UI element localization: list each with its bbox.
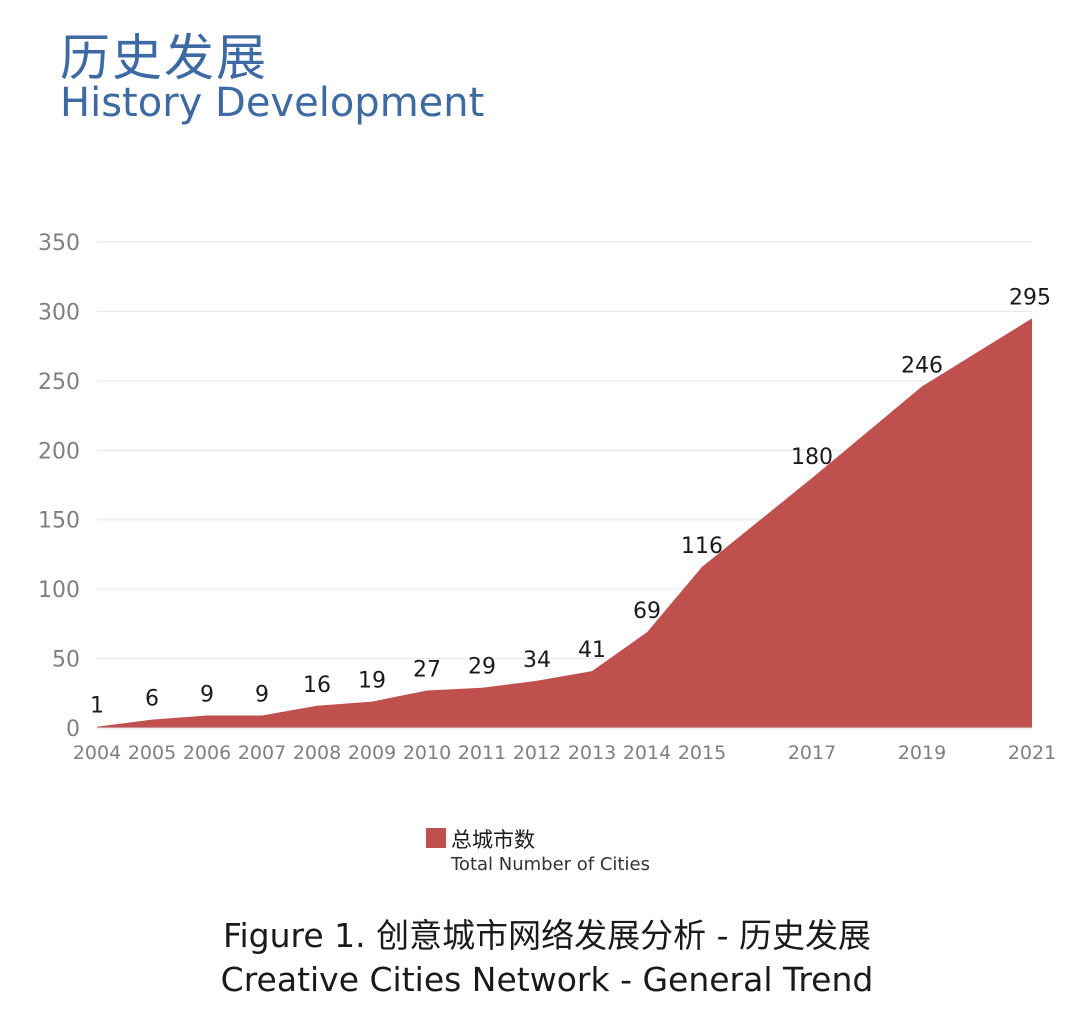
legend-swatch [426,828,446,848]
data-label: 1 [90,694,104,719]
area-series [97,318,1032,728]
data-label: 69 [633,599,661,624]
y-tick-label: 50 [52,648,80,673]
data-label: 27 [413,658,441,683]
y-tick-label: 350 [38,231,80,256]
y-tick-label: 300 [38,300,80,325]
x-tick-label: 2019 [898,742,946,764]
figure-caption-line-2: Creative Cities Network - General Trend [220,960,874,999]
figure-caption-line-1: Figure 1. 创意城市网络发展分析 - 历史发展 [222,916,872,955]
x-tick-label: 2009 [348,742,396,764]
legend-label-chinese: 总城市数 [451,828,535,852]
x-tick-label: 2015 [678,742,726,764]
data-label: 19 [358,669,386,694]
x-tick-label: 2013 [568,742,616,764]
x-tick-label: 2004 [73,742,121,764]
data-label: 246 [901,353,943,378]
x-tick-label: 2008 [293,742,341,764]
y-tick-label: 200 [38,439,80,464]
data-label: 6 [145,687,159,712]
data-label: 9 [200,683,214,708]
y-tick-label: 100 [38,578,80,603]
data-label: 16 [303,673,331,698]
x-tick-label: 2007 [238,742,286,764]
data-label: 180 [791,445,833,470]
x-tick-label: 2006 [183,742,231,764]
x-tick-label: 2014 [623,742,671,764]
page-title-chinese: 历史发展 [60,29,268,87]
data-label: 9 [255,683,269,708]
legend-label-english: Total Number of Cities [451,854,650,875]
y-tick-label: 250 [38,370,80,395]
x-tick-label: 2012 [513,742,561,764]
series-area-total-cities [97,318,1032,728]
data-label: 34 [523,648,551,673]
y-axis-ticks: 0 50 100 150 200 250 300 350 [38,231,80,742]
page-title-english: History Development [60,80,485,126]
data-label: 295 [1009,285,1051,310]
y-tick-label: 150 [38,509,80,534]
x-axis-ticks: 2004 2005 2006 2007 2008 2009 2010 2011 2012 2013… [73,727,1056,764]
x-tick-label: 2021 [1008,742,1056,764]
x-tick-label: 2005 [128,742,176,764]
data-label: 29 [468,655,496,680]
x-tick-label: 2017 [788,742,836,764]
x-tick-label: 2010 [403,742,451,764]
x-tick-label: 2011 [458,742,506,764]
y-tick-label: 0 [66,717,80,742]
data-label: 41 [578,638,606,663]
data-label: 116 [681,534,723,559]
